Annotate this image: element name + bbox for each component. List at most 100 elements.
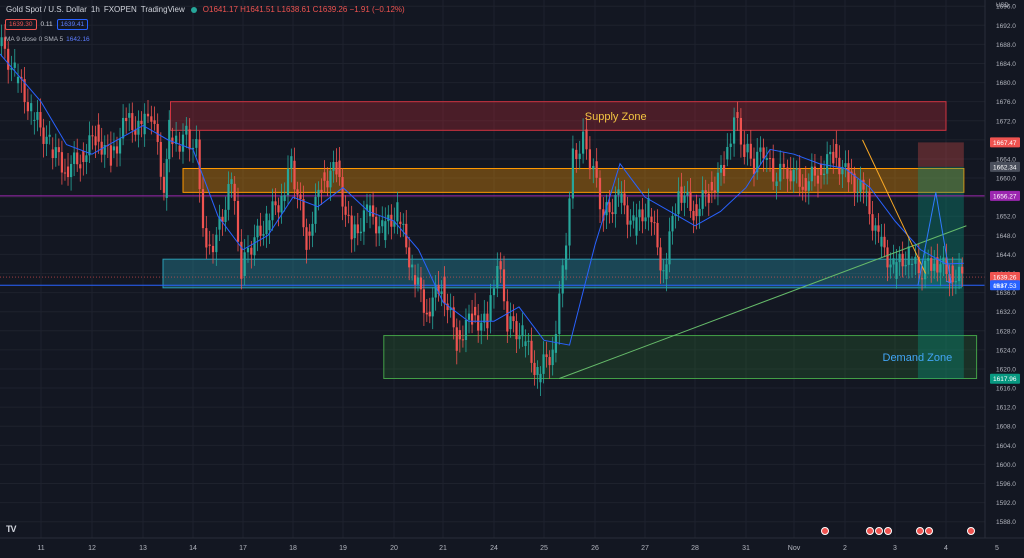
candle (677, 191, 680, 215)
candle (524, 341, 527, 347)
candle (94, 136, 97, 146)
candle (483, 313, 486, 323)
candle (539, 373, 542, 383)
candle (933, 263, 936, 271)
candle (917, 256, 920, 274)
candle (256, 225, 259, 238)
candle (901, 253, 904, 267)
event-flag-icon[interactable] (925, 527, 933, 535)
countdown-label: 49:47 (993, 284, 1007, 290)
candle (146, 113, 150, 117)
interval-label[interactable]: 1h (90, 5, 100, 14)
candle (533, 362, 536, 375)
candle (671, 215, 674, 232)
candle (396, 202, 399, 222)
candle (948, 274, 951, 283)
candle (131, 113, 134, 131)
projection-path (917, 192, 952, 286)
candle (181, 134, 185, 152)
y-tick-label: 1644.0 (996, 252, 1016, 259)
candle (464, 319, 468, 341)
candle (726, 146, 729, 160)
candle (632, 215, 635, 221)
candle (371, 205, 375, 217)
candle (195, 139, 198, 148)
candle (518, 336, 521, 340)
candle (215, 234, 218, 253)
candle (910, 263, 914, 265)
candle (575, 149, 578, 159)
event-flag-icon[interactable] (875, 527, 883, 535)
candle (156, 123, 159, 142)
candle (698, 208, 701, 217)
x-tick-label: 17 (239, 545, 247, 552)
candle (286, 168, 290, 196)
candle (455, 327, 458, 351)
candle (259, 225, 262, 236)
candle (293, 160, 296, 190)
candle (350, 215, 353, 240)
candle (317, 189, 320, 197)
candle (431, 297, 434, 317)
buy-button[interactable]: 1639.41 (56, 19, 89, 30)
candle (428, 311, 431, 317)
candle (290, 156, 293, 169)
candle (26, 102, 29, 112)
candle (230, 179, 233, 185)
candle (798, 168, 801, 187)
candle (521, 325, 524, 337)
trendline-falling (862, 139, 927, 274)
candle (939, 264, 942, 273)
candle (296, 189, 299, 195)
candle (832, 151, 835, 164)
candle (914, 256, 917, 264)
candle (467, 313, 471, 320)
candle (143, 113, 146, 135)
candle (329, 170, 332, 188)
indicator-legend[interactable]: MA 9 close 0 SMA 5 1642.16 (5, 36, 90, 43)
candle (782, 163, 785, 168)
candle (365, 204, 369, 211)
candle (844, 163, 847, 167)
y-tick-label: 1604.0 (996, 443, 1016, 450)
candle (470, 313, 474, 325)
candle (650, 216, 653, 223)
sell-button[interactable]: 1639.30 (5, 19, 37, 30)
candle (719, 164, 723, 173)
event-flag-icon[interactable] (884, 527, 892, 535)
candle (895, 262, 898, 279)
price-tag (990, 190, 1020, 201)
candle (536, 367, 539, 375)
candle (185, 125, 188, 135)
candle (571, 148, 574, 199)
candle (168, 119, 171, 160)
candle (51, 149, 54, 159)
candle (542, 354, 545, 374)
candle (341, 177, 344, 207)
candle (743, 144, 746, 157)
y-tick-label: 1680.0 (996, 80, 1016, 87)
y-tick-label: 1672.0 (996, 118, 1016, 125)
candle (262, 234, 265, 236)
event-flag-icon[interactable] (916, 527, 924, 535)
candle (208, 244, 211, 246)
source-label: TradingView (140, 5, 185, 14)
candle (449, 307, 452, 311)
candle (736, 112, 739, 118)
event-flag-icon[interactable] (821, 527, 829, 535)
candle (112, 146, 116, 151)
tradingview-logo-icon[interactable]: TV (6, 524, 16, 534)
candle (243, 252, 246, 276)
symbol-title[interactable]: Gold Spot / U.S. Dollar (6, 5, 87, 14)
broker-label: FXOPEN (103, 5, 137, 14)
candle (425, 312, 428, 315)
event-flag-icon[interactable] (967, 527, 975, 535)
candle (647, 197, 650, 218)
indicator-value: 1642.16 (66, 36, 90, 43)
price-tag-label: 1617.96 (993, 376, 1017, 383)
currency-label[interactable]: USD (996, 3, 1009, 9)
event-flag-icon[interactable] (866, 527, 874, 535)
candle (789, 170, 792, 182)
